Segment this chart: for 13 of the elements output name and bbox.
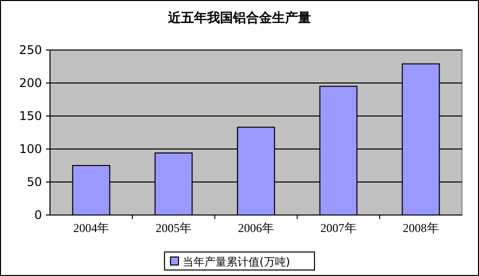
y-tick-label: 100	[19, 142, 42, 156]
x-tick-label: 2008年	[402, 221, 439, 235]
y-tick-label: 250	[19, 43, 42, 57]
y-tick-label: 0	[34, 208, 42, 222]
y-tick-label: 50	[26, 175, 42, 189]
x-tick-label: 2006年	[238, 221, 274, 235]
y-tick-label: 150	[19, 109, 42, 123]
y-tick-label: 200	[19, 76, 42, 90]
x-tick-label: 2004年	[73, 221, 110, 235]
chart-title: 近五年我国铝合金生产量	[167, 10, 311, 26]
x-tick-label: 2007年	[320, 221, 356, 235]
legend-label: 当年产量累计值(万吨)	[182, 256, 290, 268]
x-tick-label: 2005年	[156, 221, 192, 235]
